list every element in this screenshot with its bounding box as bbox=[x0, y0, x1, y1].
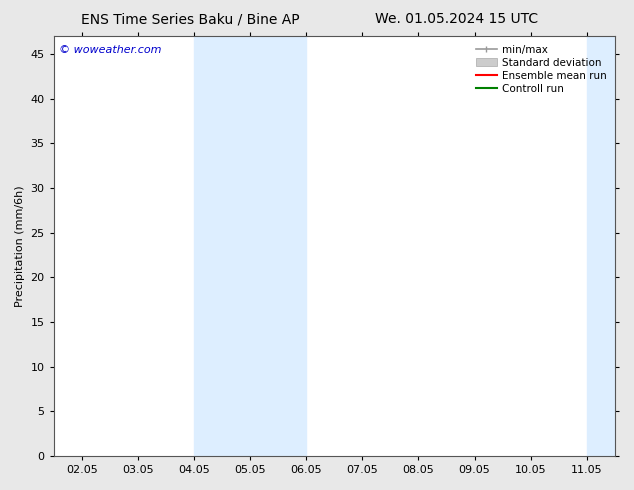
Legend: min/max, Standard deviation, Ensemble mean run, Controll run: min/max, Standard deviation, Ensemble me… bbox=[472, 42, 610, 97]
Y-axis label: Precipitation (mm/6h): Precipitation (mm/6h) bbox=[15, 185, 25, 307]
Bar bbox=[587, 36, 634, 456]
Text: © woweather.com: © woweather.com bbox=[60, 45, 162, 55]
Text: We. 01.05.2024 15 UTC: We. 01.05.2024 15 UTC bbox=[375, 12, 538, 26]
Text: ENS Time Series Baku / Bine AP: ENS Time Series Baku / Bine AP bbox=[81, 12, 299, 26]
Bar bbox=[194, 36, 306, 456]
